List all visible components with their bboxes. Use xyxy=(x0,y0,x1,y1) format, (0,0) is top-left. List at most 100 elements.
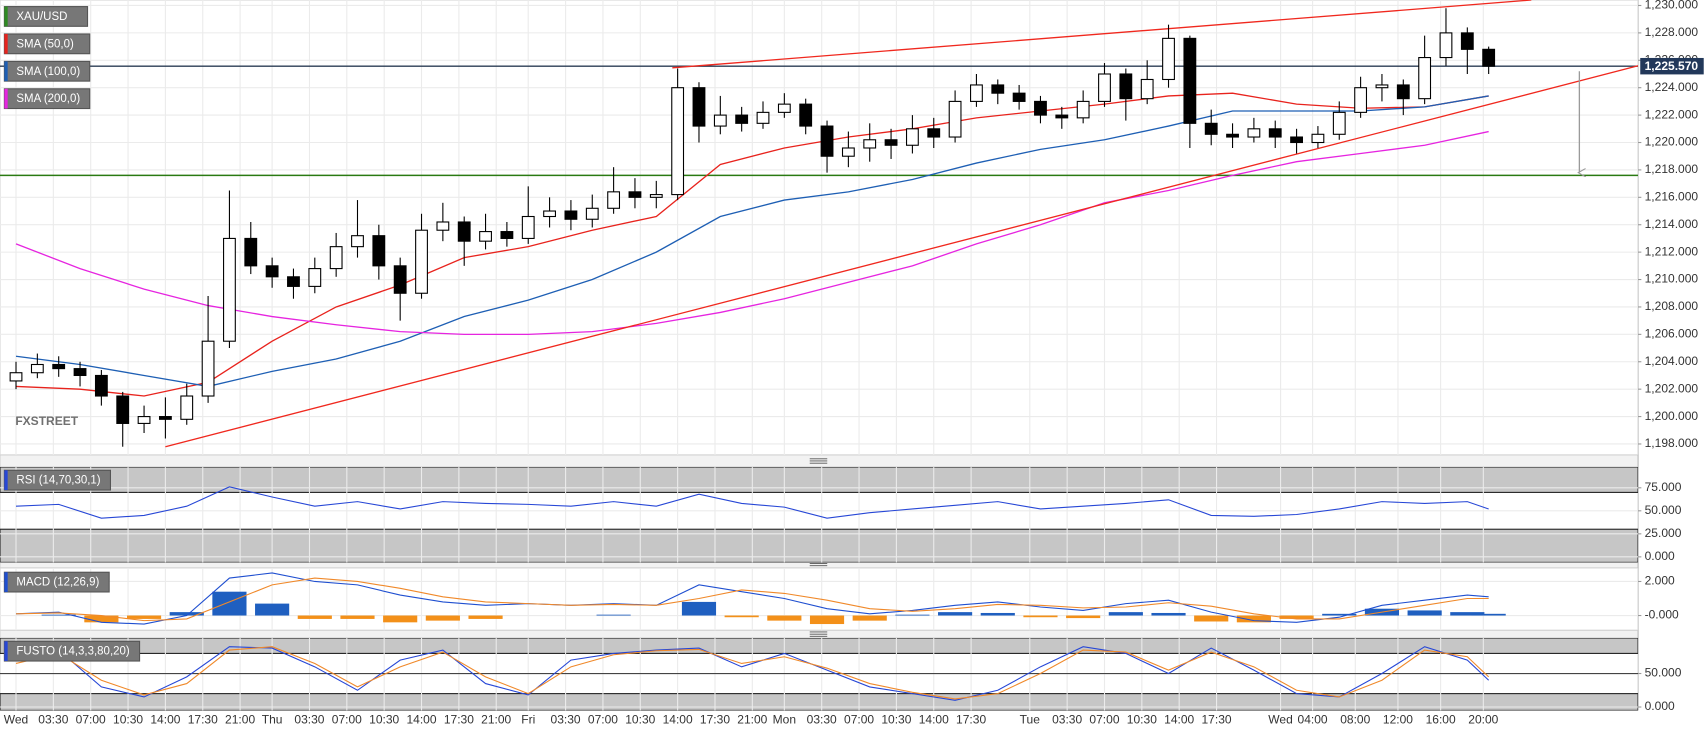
candle-body xyxy=(329,246,343,270)
histogram-bar xyxy=(84,615,119,623)
candle-body xyxy=(884,139,898,146)
macd-line xyxy=(15,572,1489,625)
candle-body xyxy=(436,221,450,231)
candle-body xyxy=(756,111,770,124)
y-tick-label: 2.000 xyxy=(1645,574,1675,588)
candle-body xyxy=(223,237,236,342)
sma-legend: SMA (200,0) xyxy=(3,88,91,110)
candle-body xyxy=(201,340,215,397)
candle-body xyxy=(1290,136,1303,144)
candle-body xyxy=(1098,73,1111,102)
histogram-bar xyxy=(1023,615,1058,618)
histogram-bar xyxy=(980,612,1015,616)
candle-body xyxy=(415,229,428,294)
x-tick-label: 07:00 xyxy=(588,712,618,726)
histogram-bar xyxy=(724,615,759,618)
candle-body xyxy=(948,100,962,138)
candle-body xyxy=(393,265,407,294)
x-tick-label: 17:30 xyxy=(700,712,730,726)
candle-body xyxy=(692,87,706,127)
x-tick-label: 03:30 xyxy=(551,712,581,726)
histogram-bar xyxy=(1450,612,1485,616)
candle-body xyxy=(158,416,172,420)
histogram-bar xyxy=(852,615,887,621)
candle-body xyxy=(1375,84,1389,89)
indicator-legend-text: MACD (12,26,9) xyxy=(16,577,99,589)
histogram-bar xyxy=(596,614,631,616)
candle-body xyxy=(1055,114,1069,119)
candle-body xyxy=(713,114,727,127)
macd-line xyxy=(15,577,1489,622)
x-tick-label: 21:00 xyxy=(481,712,511,726)
histogram-bar xyxy=(938,612,973,616)
sma-line xyxy=(15,130,1489,336)
histogram-bar xyxy=(1279,615,1314,619)
indicator-line xyxy=(15,486,1489,519)
sma-legend-stripe xyxy=(4,61,8,82)
histogram-bar xyxy=(297,615,332,619)
candle-body xyxy=(841,147,855,157)
candle-body xyxy=(543,210,556,218)
candle-body xyxy=(1162,37,1175,81)
y-tick-label: 1,198.000 xyxy=(1645,436,1699,450)
x-tick-label: 20:00 xyxy=(1468,712,1498,726)
candle-body xyxy=(73,368,87,377)
panel xyxy=(0,567,1639,631)
x-tick-label: 17:30 xyxy=(1202,712,1232,726)
histogram-bar xyxy=(340,615,375,619)
candle-body xyxy=(1204,122,1218,135)
candle-body xyxy=(180,395,194,420)
indicator-line xyxy=(15,646,1490,700)
histogram-bar xyxy=(169,612,204,616)
indicator-legend: RSI (14,70,30,1) xyxy=(3,469,111,491)
candle-body xyxy=(585,207,599,220)
y-tick-label: 1,214.000 xyxy=(1645,217,1699,231)
x-tick-label: Tue xyxy=(1020,712,1041,726)
indicator-legend: FUSTO (14,3,3,80,20) xyxy=(3,640,141,662)
histogram-bar xyxy=(681,601,717,616)
y-tick-label: 1,224.000 xyxy=(1645,80,1699,94)
x-tick-label: 08:00 xyxy=(1340,712,1370,726)
indicator-legend-stripe xyxy=(4,470,8,491)
candle-body xyxy=(521,215,535,239)
x-tick-label: 14:00 xyxy=(663,712,693,726)
upper-band xyxy=(0,638,1639,654)
indicator-legend-stripe xyxy=(4,641,8,662)
candle-body xyxy=(607,191,621,209)
last-price-box xyxy=(1640,57,1704,75)
y-tick-label: 75.000 xyxy=(1645,480,1682,494)
symbol-legend-text: XAU/USD xyxy=(16,11,67,23)
candle-body xyxy=(1247,128,1261,138)
candle-body xyxy=(244,237,258,267)
candle-body xyxy=(735,114,749,124)
candle-body xyxy=(1418,57,1432,100)
indicator-legend-text: FUSTO (14,3,3,80,20) xyxy=(16,646,129,658)
candle-body xyxy=(308,268,322,287)
candle-body xyxy=(1076,100,1090,119)
histogram-bar xyxy=(1322,613,1357,616)
x-tick-label: 10:30 xyxy=(625,712,655,726)
candle-body xyxy=(1140,78,1154,100)
histogram-bar xyxy=(126,615,162,619)
candle-body xyxy=(30,363,44,374)
candle-body xyxy=(1034,100,1047,116)
histogram-bar xyxy=(41,614,76,616)
candle-body xyxy=(265,265,279,278)
candle-body xyxy=(372,235,386,267)
candle-body xyxy=(863,139,877,149)
x-tick-label: 21:00 xyxy=(737,712,767,726)
candle-body xyxy=(52,363,66,370)
y-tick-label: 1,200.000 xyxy=(1645,409,1699,423)
sma-legend: SMA (50,0) xyxy=(3,33,91,55)
y-tick-label: 1,204.000 xyxy=(1645,354,1699,368)
y-tick-label: 1,212.000 xyxy=(1645,244,1699,258)
last-price-label: 1,225.570 xyxy=(1645,59,1699,73)
candle-body xyxy=(1482,48,1496,67)
x-tick-label: 10:30 xyxy=(881,712,911,726)
x-tick-label: 14:00 xyxy=(406,712,436,726)
sma-line xyxy=(15,92,1489,397)
histogram-bar xyxy=(1151,612,1186,616)
y-tick-label: 1,230.000 xyxy=(1645,0,1699,12)
y-tick-label: 1,202.000 xyxy=(1645,381,1699,395)
trendline xyxy=(165,65,1639,448)
